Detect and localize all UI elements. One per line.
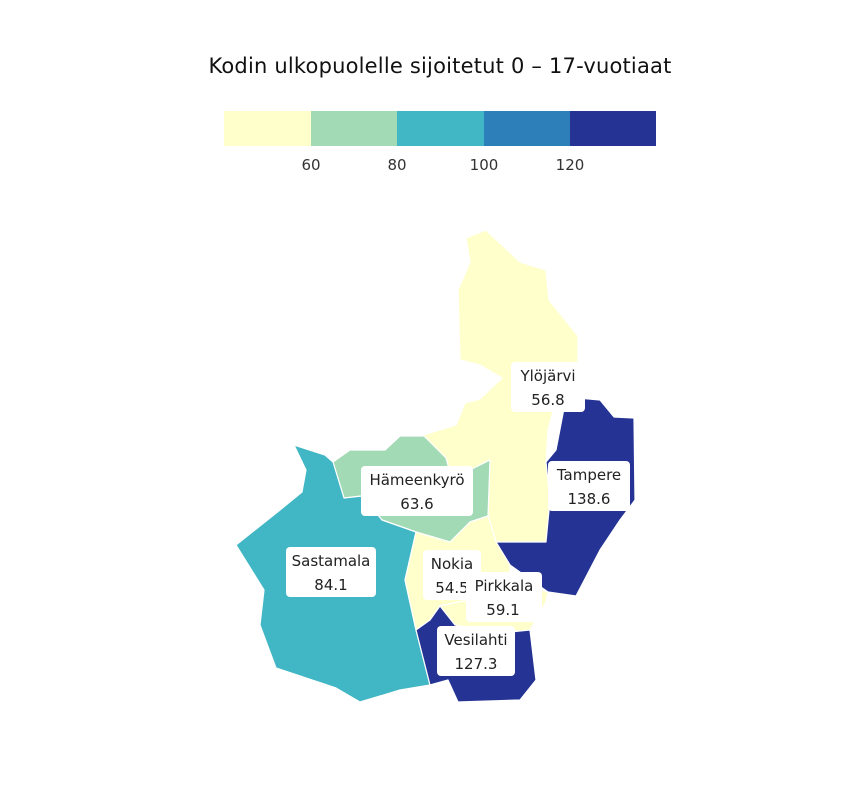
label-pirkkala-box [466,572,542,622]
legend-swatch-2 [311,111,397,146]
label-tampere-value: 138.6 [568,490,611,508]
label-nokia-value: 54.5 [435,579,468,597]
label-vesilahti-value: 127.3 [455,655,498,673]
label-hameenkyro-box [361,466,473,516]
label-sastamala-box [286,547,376,597]
label-hameenkyro: Hämeenkyrö 63.6 [361,466,473,516]
legend-tick-60: 60 [301,156,320,174]
label-pirkkala: Pirkkala 59.1 [466,572,542,622]
label-ylojarvi: Ylöjärvi 56.8 [511,362,585,412]
label-ylojarvi-value: 56.8 [531,391,564,409]
label-vesilahti: Vesilahti 127.3 [437,626,515,676]
legend-swatch-3 [397,111,484,146]
label-vesilahti-box [437,626,515,676]
label-tampere-box [548,461,630,511]
label-tampere-name: Tampere [556,466,621,484]
legend-swatch-4 [484,111,570,146]
label-vesilahti-name: Vesilahti [444,631,507,649]
legend-tick-80: 80 [387,156,406,174]
map-title: Kodin ulkopuolelle sijoitetut 0 – 17-vuo… [208,54,672,78]
label-pirkkala-name: Pirkkala [475,577,534,595]
label-tampere: Tampere 138.6 [548,461,630,511]
label-nokia-name: Nokia [431,555,473,573]
legend-swatch-5 [570,111,656,146]
label-hameenkyro-value: 63.6 [400,495,433,513]
label-pirkkala-value: 59.1 [486,601,519,619]
label-ylojarvi-box [511,362,585,412]
label-sastamala-name: Sastamala [292,552,371,570]
label-sastamala: Sastamala 84.1 [286,547,376,597]
legend-tick-100: 100 [470,156,499,174]
legend-swatch-1 [224,111,311,146]
legend-colorbar: 60 80 100 120 [224,111,656,174]
label-sastamala-value: 84.1 [314,576,347,594]
label-ylojarvi-name: Ylöjärvi [519,367,575,385]
legend-tick-120: 120 [556,156,585,174]
label-hameenkyro-name: Hämeenkyrö [369,471,464,489]
